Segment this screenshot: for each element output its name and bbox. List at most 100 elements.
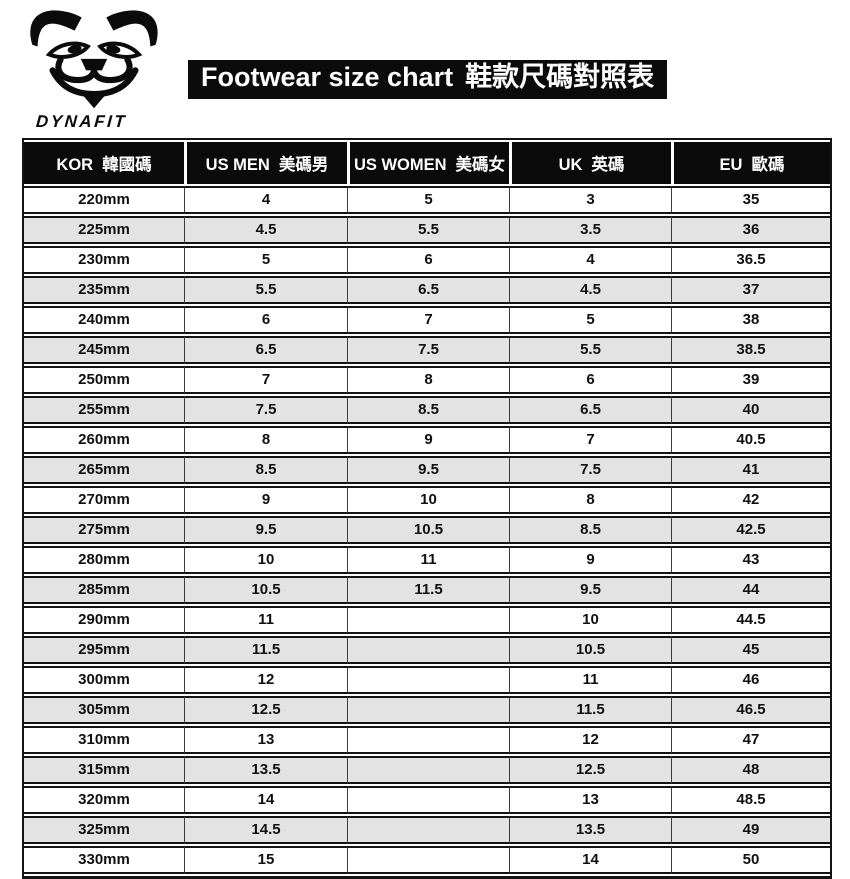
kor-size-cell: 320mm	[24, 786, 184, 814]
us-men-size-cell: 14	[184, 786, 347, 814]
us-women-size-cell: 11.5	[347, 576, 509, 604]
eu-size-cell: 39	[671, 366, 830, 394]
kor-size-cell: 330mm	[24, 846, 184, 874]
header-kor-en: KOR	[56, 156, 94, 174]
us-men-size-cell: 12.5	[184, 696, 347, 724]
chart-title-bar: Footwear size chart 鞋款尺碼對照表	[188, 60, 668, 99]
header-kor: KOR 韓國碼	[24, 142, 184, 184]
kor-size-cell: 295mm	[24, 636, 184, 664]
eu-size-cell: 41	[671, 456, 830, 484]
uk-size-cell: 7.5	[509, 456, 671, 484]
us-women-size-cell: 8.5	[347, 396, 509, 424]
brand-header: DYNAFIT	[18, 6, 178, 132]
kor-size-cell: 230mm	[24, 246, 184, 274]
us-men-size-cell: 11	[184, 606, 347, 634]
us-women-size-cell: 9.5	[347, 456, 509, 484]
us-men-size-cell: 8	[184, 426, 347, 454]
header-eu-en: EU	[719, 156, 743, 174]
us-women-size-cell	[347, 786, 509, 814]
us-men-size-cell: 7	[184, 366, 347, 394]
kor-size-cell: 240mm	[24, 306, 184, 334]
chart-title-en: Footwear size chart	[201, 62, 454, 92]
us-men-size-cell: 5.5	[184, 276, 347, 304]
eu-size-cell: 42	[671, 486, 830, 514]
kor-size-cell: 325mm	[24, 816, 184, 844]
us-men-size-cell: 7.5	[184, 396, 347, 424]
header-us-men-en: US MEN	[205, 156, 270, 174]
eu-size-cell: 42.5	[671, 516, 830, 544]
table-header-row: KOR 韓國碼 US MEN 美碼男 US WOMEN 美碼女 UK 英碼 EU 歐碼	[24, 142, 830, 184]
table-row: 270mm 9 10 8 42	[24, 486, 830, 514]
kor-size-cell: 290mm	[24, 606, 184, 634]
eu-size-cell: 48.5	[671, 786, 830, 814]
us-women-size-cell	[347, 846, 509, 874]
table-row: 265mm 8.5 9.5 7.5 41	[24, 456, 830, 484]
brand-wordmark: DYNAFIT	[35, 112, 128, 131]
us-men-size-cell: 9	[184, 486, 347, 514]
us-men-size-cell: 13	[184, 726, 347, 754]
header-uk-zh: 英碼	[591, 156, 625, 174]
kor-size-cell: 315mm	[24, 756, 184, 784]
uk-size-cell: 3	[509, 186, 671, 214]
table-row: 315mm 13.5 12.5 48	[24, 756, 830, 784]
kor-size-cell: 225mm	[24, 216, 184, 244]
eu-size-cell: 40.5	[671, 426, 830, 454]
us-women-size-cell	[347, 666, 509, 694]
table-row: 245mm 6.5 7.5 5.5 38.5	[24, 336, 830, 364]
header-eu-zh: 歐碼	[751, 156, 785, 174]
header-us-men-zh: 美碼男	[278, 156, 329, 174]
eu-size-cell: 49	[671, 816, 830, 844]
eu-size-cell: 40	[671, 396, 830, 424]
kor-size-cell: 235mm	[24, 276, 184, 304]
table-row: 290mm 11 10 44.5	[24, 606, 830, 634]
eu-size-cell: 36	[671, 216, 830, 244]
eu-size-cell: 47	[671, 726, 830, 754]
table-row: 280mm 10 11 9 43	[24, 546, 830, 574]
size-table-body: 220mm 4 5 3 35 225mm 4.5 5.5 3.5 36 230mm 5 6 4 36.5 23…	[24, 186, 830, 874]
header-us-women-zh: 美碼女	[455, 156, 506, 174]
table-row: 230mm 5 6 4 36.5	[24, 246, 830, 274]
header-eu: EU 歐碼	[671, 142, 830, 184]
uk-size-cell: 10.5	[509, 636, 671, 664]
kor-size-cell: 220mm	[24, 186, 184, 214]
eu-size-cell: 43	[671, 546, 830, 574]
uk-size-cell: 12.5	[509, 756, 671, 784]
uk-size-cell: 13.5	[509, 816, 671, 844]
table-row: 220mm 4 5 3 35	[24, 186, 830, 214]
eu-size-cell: 36.5	[671, 246, 830, 274]
uk-size-cell: 10	[509, 606, 671, 634]
uk-size-cell: 4.5	[509, 276, 671, 304]
uk-size-cell: 11	[509, 666, 671, 694]
header-kor-zh: 韓國碼	[102, 156, 152, 174]
kor-size-cell: 255mm	[24, 396, 184, 424]
us-women-size-cell	[347, 726, 509, 754]
kor-size-cell: 265mm	[24, 456, 184, 484]
table-row: 260mm 8 9 7 40.5	[24, 426, 830, 454]
table-row: 310mm 13 12 47	[24, 726, 830, 754]
table-row: 325mm 14.5 13.5 49	[24, 816, 830, 844]
us-men-size-cell: 10	[184, 546, 347, 574]
uk-size-cell: 9	[509, 546, 671, 574]
us-women-size-cell: 6	[347, 246, 509, 274]
uk-size-cell: 11.5	[509, 696, 671, 724]
table-row: 300mm 12 11 46	[24, 666, 830, 694]
us-women-size-cell: 7.5	[347, 336, 509, 364]
kor-size-cell: 310mm	[24, 726, 184, 754]
table-row: 285mm 10.5 11.5 9.5 44	[24, 576, 830, 604]
us-men-size-cell: 10.5	[184, 576, 347, 604]
kor-size-cell: 300mm	[24, 666, 184, 694]
kor-size-cell: 245mm	[24, 336, 184, 364]
eu-size-cell: 35	[671, 186, 830, 214]
chart-title-zh: 鞋款尺碼對照表	[465, 62, 655, 92]
header-us-women-en: US WOMEN	[353, 156, 447, 174]
table-row: 255mm 7.5 8.5 6.5 40	[24, 396, 830, 424]
us-women-size-cell: 6.5	[347, 276, 509, 304]
table-row: 250mm 7 8 6 39	[24, 366, 830, 394]
uk-size-cell: 3.5	[509, 216, 671, 244]
kor-size-cell: 250mm	[24, 366, 184, 394]
us-men-size-cell: 6	[184, 306, 347, 334]
eu-size-cell: 50	[671, 846, 830, 874]
table-row: 320mm 14 13 48.5	[24, 786, 830, 814]
eu-size-cell: 44	[671, 576, 830, 604]
us-women-size-cell: 9	[347, 426, 509, 454]
